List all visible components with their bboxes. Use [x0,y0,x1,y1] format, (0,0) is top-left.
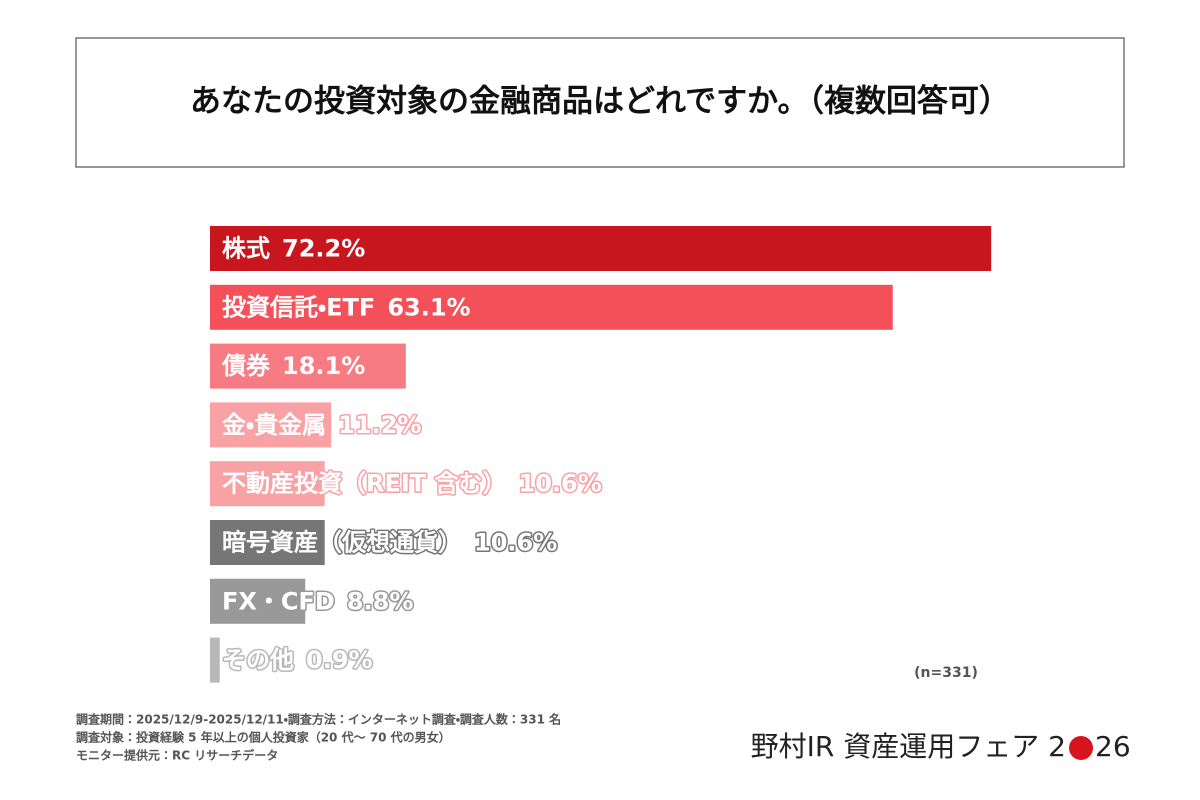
bar-label: FX・CFD 8.8% [222,587,413,615]
category-label: 暗号資産（仮想通貨） [222,529,462,557]
value-label: 8.8% [347,587,414,615]
logo-text: 26 [1095,730,1131,763]
bar-label: その他 0.9% [222,646,373,674]
bar [210,461,325,507]
bar [210,343,406,389]
bar [210,402,332,448]
value-label: 0.9% [306,646,373,674]
category-label: 債券 [221,352,270,380]
logo-dot [1069,736,1093,760]
value-label: 11.2% [338,411,421,439]
bar-label: 投資信託・ETF 63.1% [222,293,471,321]
bar-label: 不動産投資（REIT 含む） 10.6% [222,470,602,498]
bar [210,578,306,624]
value-label: 18.1% [282,352,365,380]
bar [210,637,220,683]
chart-title: あなたの投資対象の金融商品はどれですか。（複数回答可） [190,84,1010,120]
bar [210,226,992,271]
category-label: その他 [222,646,294,674]
footnote: 調査対象：投資経験 5 年以上の個人投資家（20 代～ 70 代の男女） [76,730,451,745]
bar [210,520,325,565]
logo-text: 野村IR 資産運用フェア 2 [751,730,1066,763]
sample-note: (n=331) [914,665,978,681]
bar [210,284,893,330]
category-label: 株式 [222,235,270,263]
bar-label: 金・貴金属 11.2% [222,411,421,439]
category-label: 投資信託・ETF [222,293,375,321]
value-label: 72.2% [282,235,365,263]
bar-label: 債券 18.1% [221,352,365,380]
footnote: 調査期間：2025/12/9-2025/12/11・調査方法：インターネット調査… [76,712,561,727]
value-label: 10.6% [519,470,602,498]
footnote: モニター提供元：RC リサーチデータ [76,748,278,763]
category-label: 金・貴金属 [222,411,326,439]
category-label: FX・CFD [222,587,335,615]
logo: 野村IR 資産運用フェア 2 26 [751,730,1131,763]
value-label: 63.1% [387,293,470,321]
title-box [75,37,1125,168]
value-label: 10.6% [474,529,557,557]
bar-label: 暗号資産（仮想通貨） 10.6% [222,529,557,557]
category-label: 不動産投資（REIT 含む） [222,470,507,498]
bar-label: 株式 72.2% [222,235,365,263]
